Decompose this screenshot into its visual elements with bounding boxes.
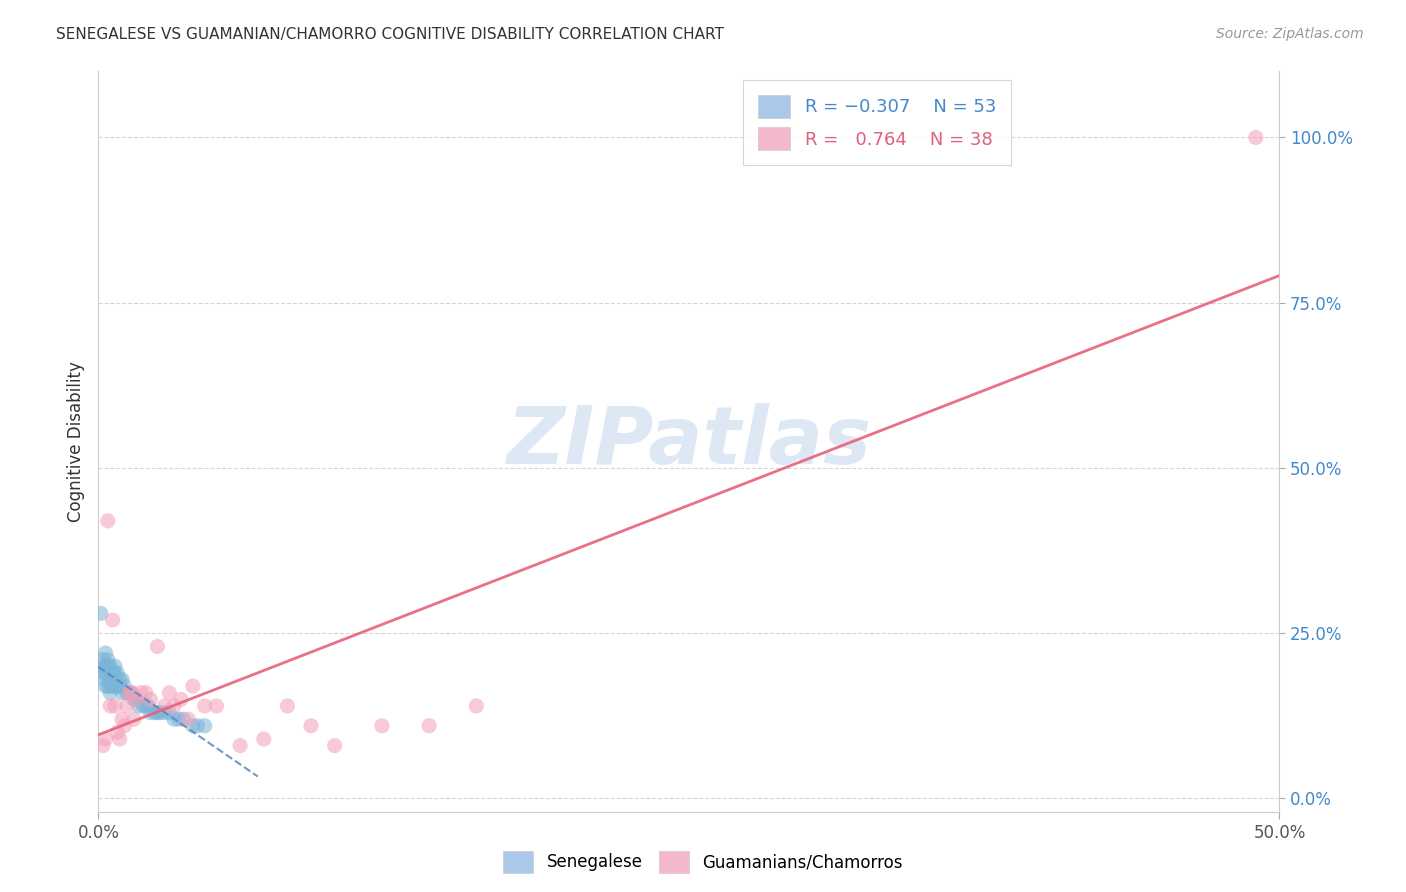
Point	[136, 698, 159, 713]
Point	[94, 731, 117, 746]
Point	[97, 653, 120, 667]
Point	[121, 686, 143, 700]
Point	[94, 646, 117, 660]
Point	[94, 659, 117, 673]
Point	[98, 686, 121, 700]
Point	[111, 673, 134, 687]
Point	[139, 706, 162, 720]
Point	[276, 698, 298, 713]
Point	[205, 698, 228, 713]
Point	[149, 706, 172, 720]
Text: SENEGALESE VS GUAMANIAN/CHAMORRO COGNITIVE DISABILITY CORRELATION CHART: SENEGALESE VS GUAMANIAN/CHAMORRO COGNITI…	[56, 27, 724, 42]
Point	[97, 659, 120, 673]
Point	[104, 673, 127, 687]
Point	[91, 659, 114, 673]
Point	[465, 698, 488, 713]
Point	[128, 698, 150, 713]
Point	[105, 679, 128, 693]
Point	[98, 665, 121, 680]
Point	[104, 679, 127, 693]
Point	[170, 692, 193, 706]
Point	[104, 665, 127, 680]
Point	[105, 725, 128, 739]
Text: Source: ZipAtlas.com: Source: ZipAtlas.com	[1216, 27, 1364, 41]
Point	[94, 673, 117, 687]
Point	[153, 706, 176, 720]
Point	[104, 659, 127, 673]
Point	[97, 679, 120, 693]
Point	[181, 719, 204, 733]
Point	[112, 719, 135, 733]
Point	[91, 653, 114, 667]
Point	[111, 686, 134, 700]
Point	[98, 659, 121, 673]
Point	[97, 665, 120, 680]
Point	[194, 719, 217, 733]
Point	[157, 706, 180, 720]
Point	[181, 679, 204, 693]
Point	[194, 698, 217, 713]
Point	[323, 739, 346, 753]
Point	[172, 712, 194, 726]
Point	[177, 712, 200, 726]
Point	[91, 739, 114, 753]
Point	[108, 673, 131, 687]
Point	[163, 698, 186, 713]
Point	[253, 731, 276, 746]
Point	[108, 679, 131, 693]
Point	[167, 712, 190, 726]
Point	[187, 719, 209, 733]
Point	[135, 686, 157, 700]
Point	[94, 679, 117, 693]
Point	[115, 698, 138, 713]
Legend: Senegalese, Guamanians/Chamorros: Senegalese, Guamanians/Chamorros	[496, 845, 910, 880]
Point	[118, 686, 141, 700]
Point	[146, 706, 169, 720]
Point	[90, 607, 112, 621]
Point	[122, 692, 145, 706]
Point	[163, 712, 186, 726]
Point	[371, 719, 394, 733]
Point	[97, 514, 120, 528]
Point	[98, 673, 121, 687]
Point	[94, 665, 117, 680]
Point	[132, 698, 155, 713]
Point	[111, 712, 134, 726]
Point	[157, 686, 180, 700]
Point	[146, 640, 169, 654]
Point	[115, 686, 138, 700]
Point	[118, 686, 141, 700]
Point	[108, 731, 131, 746]
Point	[153, 698, 176, 713]
Point	[105, 665, 128, 680]
Text: ZIPatlas: ZIPatlas	[506, 402, 872, 481]
Point	[1244, 130, 1267, 145]
Point	[121, 686, 143, 700]
Point	[104, 698, 127, 713]
Point	[139, 692, 162, 706]
Point	[112, 679, 135, 693]
Point	[129, 686, 152, 700]
Point	[101, 679, 124, 693]
Legend: R = −0.307    N = 53, R =   0.764    N = 38: R = −0.307 N = 53, R = 0.764 N = 38	[744, 80, 1011, 165]
Point	[418, 719, 440, 733]
Point	[229, 739, 252, 753]
Point	[98, 698, 121, 713]
Point	[101, 673, 124, 687]
Point	[122, 712, 145, 726]
Point	[125, 692, 148, 706]
Point	[135, 698, 157, 713]
Point	[125, 692, 148, 706]
Point	[299, 719, 322, 733]
Point	[101, 613, 124, 627]
Point	[98, 679, 121, 693]
Point	[101, 665, 124, 680]
Y-axis label: Cognitive Disability: Cognitive Disability	[66, 361, 84, 522]
Point	[91, 665, 114, 680]
Point	[143, 706, 166, 720]
